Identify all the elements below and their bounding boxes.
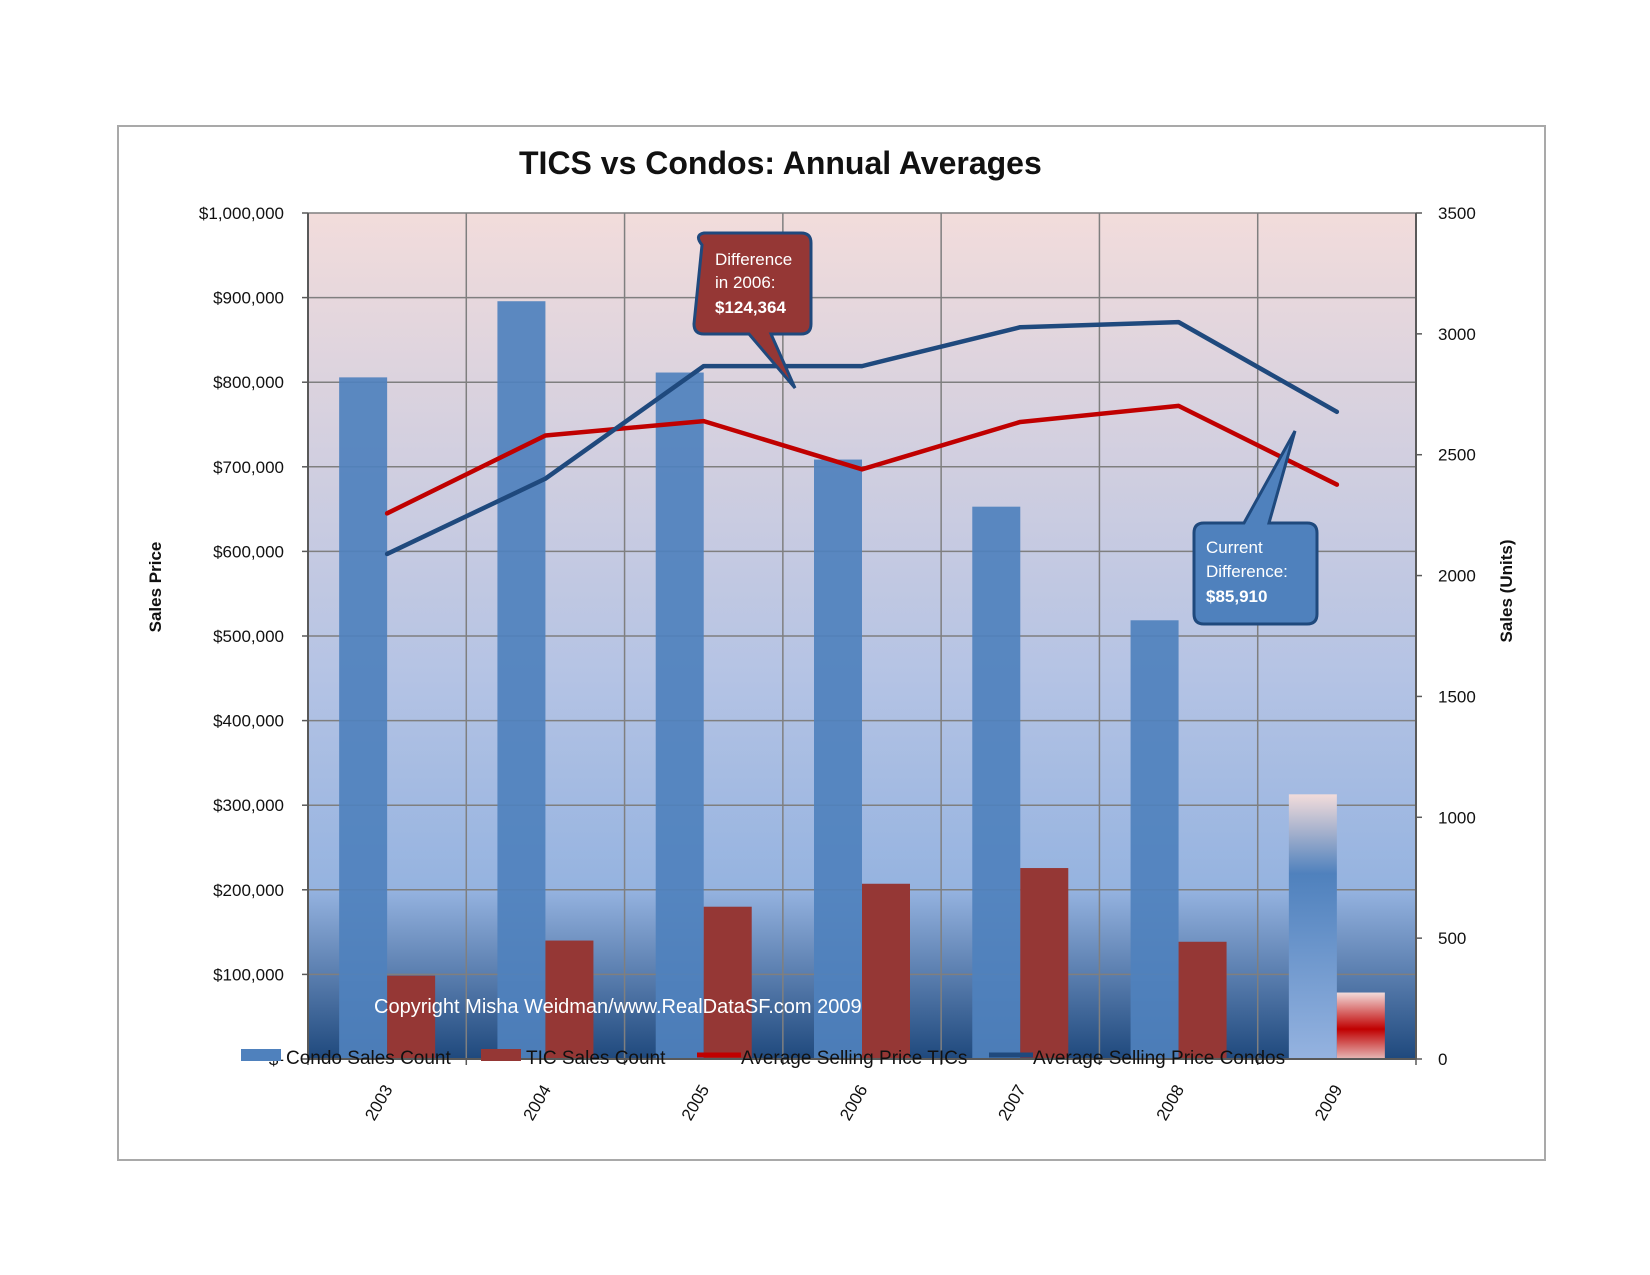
x-tick-label: 2003	[361, 1082, 396, 1124]
callout-2006-line-1: Difference	[715, 250, 792, 269]
legend: Condo Sales Count TIC Sales Count Averag…	[241, 1048, 1285, 1069]
bar-tic-count	[545, 940, 594, 1059]
chart-title: TICS vs Condos: Annual Averages	[519, 145, 1042, 181]
bar-condo-count	[972, 506, 1021, 1059]
callout-current-value: $85,910	[1206, 587, 1267, 606]
callout-2006-line-2: in 2006:	[715, 273, 776, 292]
point-tic-price	[543, 433, 548, 438]
line-layer	[384, 319, 1340, 557]
left-tick-label: $800,000	[213, 373, 284, 392]
bar-condo-count	[497, 301, 546, 1059]
bar-tic-count	[703, 906, 752, 1059]
left-axis-title: Sales Price	[146, 542, 165, 633]
bar-condo-count	[1288, 794, 1337, 1059]
bar-tic-count	[1020, 868, 1069, 1059]
bar-layer	[339, 301, 1385, 1059]
point-tic-price	[1334, 482, 1339, 487]
point-condo-price	[385, 551, 390, 556]
point-condo-price	[1176, 320, 1181, 325]
right-tick-label: 500	[1438, 929, 1466, 948]
left-tick-label: $100,000	[213, 965, 284, 984]
x-tick-label: 2008	[1153, 1082, 1188, 1124]
left-tick-label: $900,000	[213, 289, 284, 308]
right-tick-label: 2000	[1438, 567, 1476, 586]
point-tic-price	[1018, 419, 1023, 424]
point-condo-price	[860, 364, 864, 369]
callout-current: Current Difference: $85,910	[1192, 430, 1319, 626]
right-tick-label: 3000	[1438, 325, 1476, 344]
bar-condo-count	[339, 377, 388, 1059]
callout-2006-shape	[692, 231, 813, 389]
legend-swatch-condo-count	[241, 1049, 281, 1061]
point-tic-price	[385, 511, 390, 516]
legend-label-condo-price: Average Selling Price Condos	[1033, 1048, 1285, 1069]
point-tic-price	[860, 467, 864, 472]
left-tick-label: $400,000	[213, 712, 284, 731]
legend-label-condo-count: Condo Sales Count	[286, 1048, 451, 1069]
x-tick-label: 2005	[678, 1082, 713, 1124]
left-tick-label: $1,000,000	[199, 204, 284, 223]
right-axis-title: Sales (Units)	[1497, 540, 1516, 643]
point-condo-price	[701, 364, 706, 369]
point-tic-price	[701, 419, 706, 424]
left-tick-label: $200,000	[213, 881, 284, 900]
legend-swatch-tic-count	[481, 1049, 521, 1061]
callout-2006-value: $124,364	[715, 298, 786, 317]
bar-condo-count	[655, 372, 704, 1059]
point-condo-price	[1334, 409, 1339, 414]
x-tick-label: 2006	[836, 1082, 871, 1124]
right-tick-label: 1000	[1438, 808, 1476, 827]
bar-tic-count	[387, 975, 436, 1059]
callout-current-line-1: Current	[1206, 538, 1263, 557]
copyright-note: Copyright Misha Weidman/www.RealDataSF.c…	[374, 996, 862, 1018]
right-tick-label: 2500	[1438, 446, 1476, 465]
point-condo-price	[543, 476, 548, 481]
callout-2006: Difference in 2006: $124,364	[692, 231, 813, 389]
point-condo-price	[1018, 325, 1023, 330]
legend-label-tic-price: Average Selling Price TICs	[741, 1048, 967, 1069]
bar-condo-count	[814, 459, 862, 1059]
x-tick-label: 2007	[994, 1082, 1029, 1124]
chart-svg: TICS vs Condos: Annual Averages $-$100,0…	[146, 145, 1516, 1124]
left-tick-label: $600,000	[213, 542, 284, 561]
bar-condo-count	[1130, 620, 1179, 1059]
chart-frame: TICS vs Condos: Annual Averages $-$100,0…	[117, 125, 1546, 1161]
x-tick-label: 2009	[1311, 1082, 1346, 1124]
left-tick-label: $700,000	[213, 458, 284, 477]
bar-tic-count	[1336, 992, 1385, 1059]
left-tick-label: $300,000	[213, 796, 284, 815]
right-tick-label: 0	[1438, 1050, 1447, 1069]
callout-current-line-2: Difference:	[1206, 562, 1288, 581]
right-tick-label: 1500	[1438, 687, 1476, 706]
bar-tic-count	[1178, 941, 1227, 1059]
right-tick-label: 3500	[1438, 204, 1476, 223]
x-tick-label: 2004	[520, 1082, 555, 1124]
left-tick-label: $500,000	[213, 627, 284, 646]
legend-label-tic-count: TIC Sales Count	[526, 1048, 666, 1069]
bar-tic-count	[862, 883, 910, 1059]
callout-current-shape	[1192, 430, 1319, 626]
point-tic-price	[1176, 403, 1181, 408]
